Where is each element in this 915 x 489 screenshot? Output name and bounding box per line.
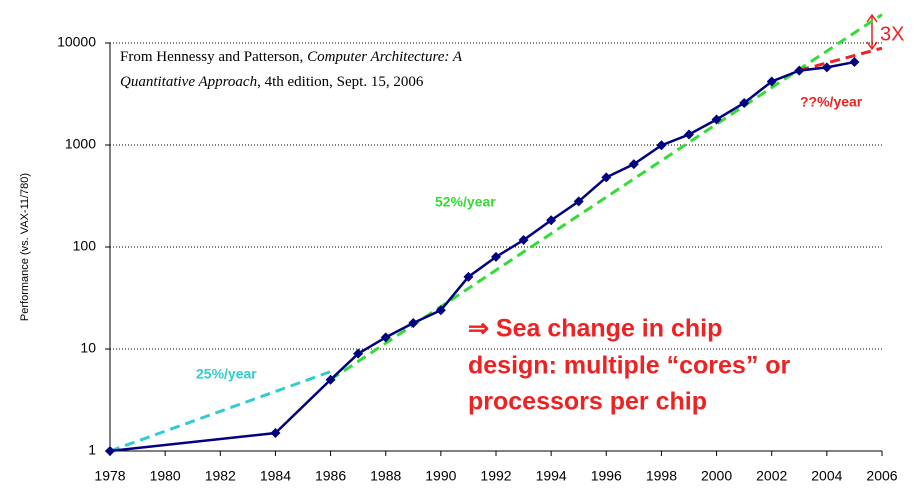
- marker: [463, 271, 474, 282]
- marker: [325, 374, 336, 385]
- source-text: From Hennessy and Patterson,: [120, 49, 307, 65]
- marker: [408, 317, 419, 328]
- marker: [573, 196, 584, 207]
- series-line: [798, 46, 883, 72]
- x-tick-label: 1982: [205, 468, 236, 484]
- marker: [849, 57, 860, 68]
- marker: [794, 65, 805, 76]
- y-tick-label: 1000: [65, 136, 96, 152]
- marker: [628, 159, 639, 170]
- x-tick-label: 2000: [701, 468, 732, 484]
- annotation: 3X: [880, 23, 904, 45]
- x-tick-label: 1984: [260, 468, 291, 484]
- x-tick-label: 1998: [646, 468, 677, 484]
- series-line: [109, 370, 332, 453]
- annotation: 25%/year: [196, 366, 257, 382]
- marker: [711, 114, 722, 125]
- source-text: Computer Architecture: A: [307, 49, 463, 65]
- x-tick-label: 1996: [591, 468, 622, 484]
- marker: [739, 97, 750, 108]
- arrow-heads: [866, 13, 878, 51]
- x-tick-label: 2004: [811, 468, 842, 484]
- y-tick-label: 10: [80, 340, 96, 356]
- message: processors per chip: [468, 388, 707, 416]
- y-tick-label: 1: [88, 442, 96, 458]
- x-tick-label: 1988: [370, 468, 401, 484]
- marker: [435, 305, 446, 316]
- x-tick-label: 2006: [866, 468, 897, 484]
- y-tick-label: 10000: [57, 34, 96, 50]
- marker: [656, 140, 667, 151]
- marker: [766, 76, 777, 87]
- x-tick-label: 1980: [150, 468, 181, 484]
- marker: [270, 428, 281, 439]
- annotation: 52%/year: [435, 194, 496, 210]
- y-tick-label: 100: [73, 238, 97, 254]
- marker: [353, 348, 364, 359]
- message: design: multiple “cores” or: [468, 352, 791, 380]
- series-line: [109, 60, 855, 453]
- annotation: ??%/year: [800, 94, 863, 110]
- source-line-2: Quantitative Approach, 4th edition, Sept…: [120, 74, 424, 90]
- x-tick-label: 1986: [315, 468, 346, 484]
- source-text: , 4th edition, Sept. 15, 2006: [257, 74, 424, 90]
- source-text: Quantitative Approach: [120, 74, 257, 90]
- marker: [518, 235, 529, 246]
- marker: [684, 129, 694, 140]
- marker: [546, 215, 557, 226]
- message: ⇒ Sea change in chip: [468, 315, 722, 343]
- x-tick-label: 2002: [756, 468, 787, 484]
- x-tick-label: 1978: [94, 468, 125, 484]
- marker: [601, 172, 612, 183]
- source-line-1: From Hennessy and Patterson, Computer Ar…: [120, 49, 463, 65]
- marker: [105, 446, 115, 456]
- y-axis-label: Performance (vs. VAX-11/780): [19, 173, 31, 321]
- x-tick-label: 1990: [425, 468, 456, 484]
- marker: [821, 62, 832, 73]
- x-tick-label: 1994: [536, 468, 567, 484]
- marker: [380, 332, 391, 343]
- x-tick-label: 1992: [480, 468, 511, 484]
- marker: [491, 251, 501, 262]
